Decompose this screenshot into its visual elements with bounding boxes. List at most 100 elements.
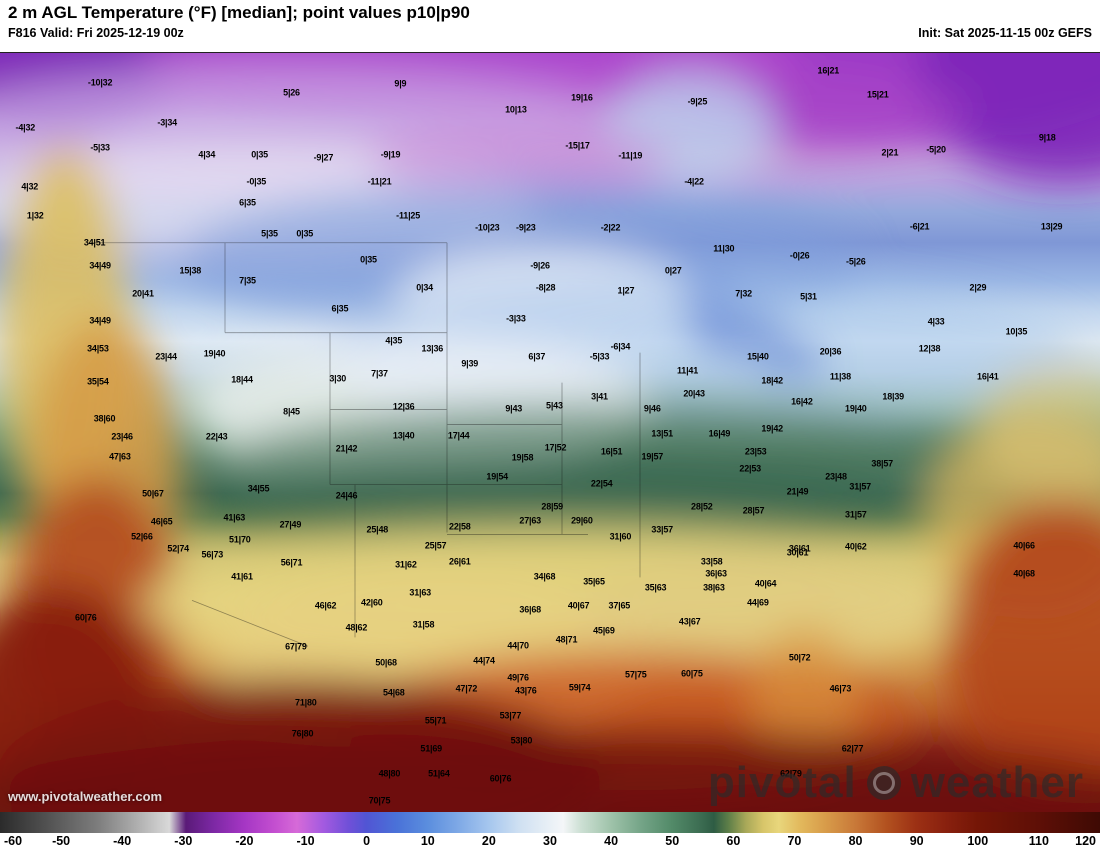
point-value-label: 4|33 [927,316,945,327]
point-value-label: 46|62 [314,600,337,611]
point-value-label: 59|74 [568,682,591,693]
point-value-label: 31|63 [409,587,431,598]
point-value-label: -6|34 [610,341,631,352]
point-value-label: 27|63 [519,515,541,526]
point-value-label: -9|19 [380,149,401,160]
point-value-label: 9|43 [505,403,523,414]
point-value-label: 48|62 [345,622,368,633]
point-value-label: -10|32 [87,77,113,88]
point-value-label: 5|35 [261,228,278,239]
point-value-label: -5|33 [589,351,610,362]
point-value-label: 40|66 [1013,540,1035,551]
point-value-label: 30|61 [786,547,809,558]
point-value-label: 27|49 [279,519,302,530]
colorbar-tick-label: -30 [174,834,193,849]
colorbar-tick-label: 0 [363,834,371,849]
colorbar-tick-label: 60 [726,834,741,849]
point-value-label: 22|58 [449,521,471,532]
point-value-label: 38|60 [93,413,116,424]
point-value-label: 34|55 [247,483,270,494]
point-value-label: 20|43 [683,388,705,399]
point-value-label: 36|68 [519,604,541,615]
point-value-label: -15|17 [565,140,590,151]
point-value-label: 40|62 [845,541,867,552]
point-value-label: 19|54 [486,471,508,482]
point-value-label: 2|29 [969,282,987,293]
point-value-label: 33|57 [651,524,673,535]
colorbar-tick-label: 10 [420,834,435,849]
point-value-label: 9|46 [643,403,661,414]
point-value-label: 9|39 [461,358,479,369]
point-value-label: 31|58 [412,619,435,630]
map-title: 2 m AGL Temperature (°F) [median]; point… [8,3,470,22]
map-header: 2 m AGL Temperature (°F) [median]; point… [0,0,1100,52]
point-value-label: -9|23 [516,222,536,233]
point-value-label: 40|68 [1013,568,1035,579]
point-value-label: 9|9 [394,78,407,89]
point-value-label: 9|18 [1038,132,1056,143]
point-value-label: -0|35 [246,176,267,187]
point-value-label: -2|22 [600,222,621,233]
point-value-label: 20|41 [132,288,154,299]
point-value-label: 12|38 [918,343,941,354]
point-value-label: 36|61 [788,543,811,554]
temperature-map[interactable]: -10|32 5|26 9|9 16|21 10|13 19|16 -9|25 15|21 9|… [0,51,1100,813]
point-value-label: 53|80 [510,735,533,746]
point-value-label: 13|40 [392,430,415,441]
point-value-label: 6|35 [331,303,349,314]
point-value-label: 41|63 [223,512,246,523]
point-value-label: -4|22 [684,176,704,187]
point-value-label: 5|43 [546,400,563,411]
point-value-label: -5|26 [846,256,866,267]
point-value-label: 55|71 [424,715,447,726]
point-value-label: 25|57 [424,540,447,551]
colorbar-tick-label: 120 [1075,834,1096,849]
brand-text-pivotal: pivotal [707,758,857,808]
point-value-label: 49|76 [507,672,529,683]
colorbar-tick-label: 70 [787,834,802,849]
point-value-label: -9|26 [530,260,550,271]
point-value-label: 22|53 [739,463,761,474]
point-value-label: 52|66 [131,531,153,542]
point-value-label: 22|43 [205,431,228,442]
point-value-label: -4|32 [15,122,36,133]
point-value-label: 5|31 [800,291,817,302]
point-value-label: 44|69 [747,597,769,608]
point-value-label: 18|42 [761,375,783,386]
point-value-label: 16|49 [708,428,731,439]
point-value-label: 15|38 [179,265,202,276]
point-value-label: -10|23 [475,222,500,233]
point-value-label: 19|58 [511,452,534,463]
point-value-label: 11|30 [713,243,735,254]
point-value-label: 35|65 [583,576,605,587]
colorbar-tick-label: 40 [604,834,619,849]
point-value-label: -9|27 [313,152,334,163]
point-value-label: 1|27 [617,285,635,296]
point-value-label: 50|72 [788,652,811,663]
point-value-label: 44|74 [473,655,495,666]
point-value-label: 10|13 [505,104,527,115]
point-value-label: 45|69 [593,625,615,636]
colorbar-tick-label: 20 [481,834,496,849]
point-value-label: 57|75 [625,669,647,680]
point-value-label: 56|71 [280,557,303,568]
point-value-label: -11|21 [367,176,392,187]
point-value-label: 31|57 [845,509,867,520]
point-value-label: 67|79 [285,641,307,652]
point-value-label: 43|76 [515,685,537,696]
point-value-label: 23|48 [825,471,847,482]
point-value-label: 12|36 [392,401,415,412]
point-value-label: 38|63 [703,582,725,593]
point-value-label: 15|40 [747,351,769,362]
colorbar-tick-label: 80 [848,834,863,849]
field-blobs [0,52,1100,813]
point-value-label: 16|21 [817,65,840,76]
temperature-field-graphic [0,52,1100,813]
colorbar-gradient [0,812,1100,834]
point-value-label: 48|80 [378,768,401,779]
point-value-label: 53|77 [499,710,522,721]
point-value-label: 3|41 [591,391,608,402]
colorbar-tick-label: 110 [1028,834,1049,849]
colorbar-tick-label: 100 [967,834,989,849]
